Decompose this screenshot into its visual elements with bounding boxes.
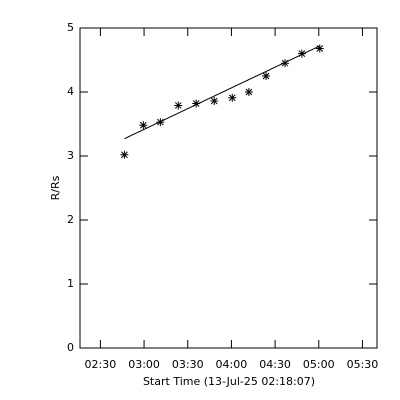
x-tick-label: 04:00 bbox=[216, 358, 248, 371]
y-tick-label: 0 bbox=[67, 341, 74, 354]
asterisk-point bbox=[210, 96, 219, 105]
plot-frame bbox=[79, 27, 378, 349]
asterisk-point bbox=[315, 44, 324, 53]
asterisk-point bbox=[228, 93, 237, 102]
asterisk-point bbox=[139, 121, 148, 130]
asterisk-point bbox=[174, 101, 183, 110]
asterisk-point bbox=[280, 59, 289, 68]
y-tick-label: 2 bbox=[67, 213, 74, 226]
asterisk-point bbox=[120, 150, 129, 159]
x-axis-label: Start Time (13-Jul-25 02:18:07) bbox=[143, 375, 315, 388]
asterisk-point bbox=[244, 88, 253, 96]
y-tick-label: 4 bbox=[67, 85, 74, 98]
y-tick-label: 3 bbox=[67, 149, 74, 162]
asterisk-point bbox=[297, 49, 306, 58]
y-axis-label: R/Rs bbox=[49, 175, 62, 200]
y-tick-label: 5 bbox=[67, 21, 74, 34]
x-tick-label: 03:00 bbox=[128, 358, 160, 371]
asterisk-point bbox=[262, 72, 271, 80]
x-tick-label: 04:30 bbox=[259, 358, 291, 371]
x-tick-label: 02:30 bbox=[85, 358, 117, 371]
y-tick-label: 1 bbox=[67, 277, 74, 290]
x-tick-label: 05:00 bbox=[303, 358, 335, 371]
asterisk-point bbox=[156, 118, 165, 127]
x-tick-label: 05:30 bbox=[347, 358, 379, 371]
asterisk-point bbox=[192, 99, 201, 108]
x-tick-label: 03:30 bbox=[172, 358, 204, 371]
